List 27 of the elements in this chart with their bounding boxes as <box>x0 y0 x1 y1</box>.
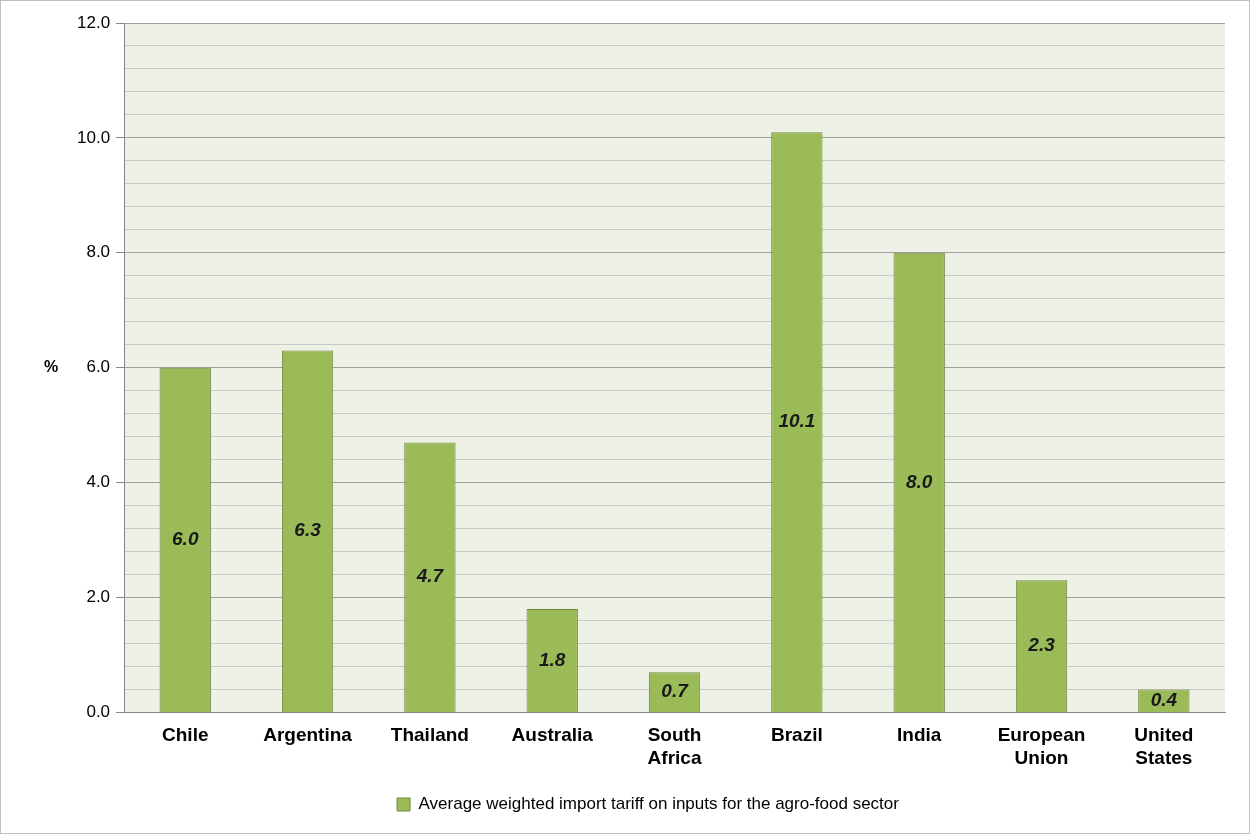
y-tick-label: 2.0 <box>86 587 111 607</box>
data-label: 6.3 <box>294 519 322 541</box>
y-tick-label: 6.0 <box>86 357 111 377</box>
x-tick-label: Thailand <box>390 724 469 746</box>
x-tick-label: Argentina <box>263 724 353 746</box>
data-label: 0.4 <box>1150 688 1178 710</box>
x-tick-label: Australia <box>511 724 594 746</box>
y-tick-label: 10.0 <box>76 127 111 147</box>
data-label: 4.7 <box>415 565 445 587</box>
x-tick-label: United States <box>1134 724 1194 768</box>
y-axis-title: % <box>43 358 59 376</box>
data-label: 10.1 <box>778 410 816 432</box>
data-label: 1.8 <box>539 648 566 670</box>
y-tick-label: 4.0 <box>86 472 111 492</box>
data-label: 8.0 <box>905 470 933 492</box>
x-tick-label: Brazil <box>770 724 823 746</box>
x-tick-label: Chile <box>162 724 209 746</box>
x-tick-label: South Africa <box>647 724 702 768</box>
x-tick-label: European Union <box>997 724 1086 768</box>
data-label: 2.3 <box>1027 634 1056 656</box>
legend-label: Average weighted import tariff on inputs for the agro-food sector <box>418 794 900 814</box>
y-tick-label: 0.0 <box>86 702 111 722</box>
y-tick-label: 12.0 <box>76 12 111 32</box>
data-label: 6.0 <box>172 528 199 550</box>
data-label: 0.7 <box>661 680 690 702</box>
x-tick-label: India <box>897 724 942 746</box>
y-tick-label: 8.0 <box>86 242 111 262</box>
